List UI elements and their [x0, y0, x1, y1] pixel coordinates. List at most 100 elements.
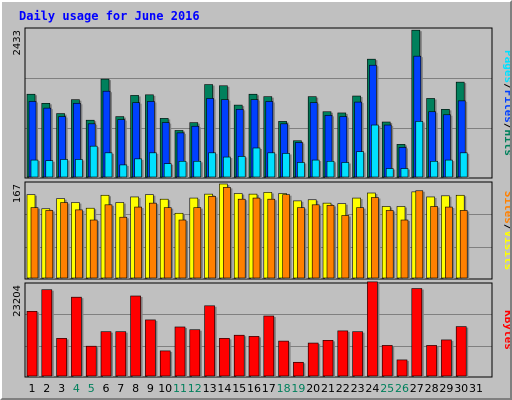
pages-bar: [371, 124, 379, 178]
pages-bar: [30, 159, 39, 178]
legend: KBytes: [502, 310, 510, 350]
day-label: 29: [439, 382, 453, 395]
sites-bar: [415, 190, 424, 279]
kbytes-bar: [307, 342, 319, 377]
y-max-label: 167: [12, 184, 23, 203]
day-label: 20: [306, 382, 320, 395]
kbytes-bar: [367, 281, 378, 377]
legend-files: Files: [502, 90, 510, 123]
day-label: 7: [117, 382, 124, 395]
legend-sep: /: [502, 224, 510, 231]
day-label: 26: [395, 382, 409, 395]
day-label: 15: [232, 382, 246, 395]
day-label: 22: [336, 382, 350, 395]
sites-bar: [326, 205, 335, 279]
pages-bar: [134, 158, 142, 178]
day-label: 14: [217, 382, 231, 395]
kbytes-bar: [219, 338, 230, 377]
sites-bar: [282, 194, 290, 279]
day-label: 1: [29, 382, 36, 395]
day-label: 13: [203, 382, 217, 395]
day-label: 18: [277, 382, 291, 395]
pages-bar: [400, 168, 409, 178]
day-label: 5: [88, 382, 95, 395]
kbytes-bar: [337, 330, 349, 377]
sites-bar: [459, 210, 468, 279]
day-label: 6: [103, 382, 110, 395]
svg-text:KBytes: KBytes: [502, 310, 510, 350]
pages-bar: [104, 152, 113, 178]
svg-text:Sites/Visits: Sites/Visits: [502, 191, 510, 271]
kbytes-bar: [352, 331, 363, 377]
sites-bar: [311, 204, 320, 279]
kbytes-bar: [174, 326, 186, 377]
kbytes-bar: [248, 336, 260, 377]
sites-bar: [193, 207, 202, 279]
pages-bar: [415, 121, 424, 178]
day-label: 24: [365, 382, 379, 395]
kbytes-bar: [233, 334, 245, 377]
pages-bar: [75, 159, 83, 178]
sites-bar: [341, 215, 350, 279]
pages-bar: [119, 164, 128, 178]
kbytes-bar: [293, 361, 304, 377]
day-label: 31: [469, 382, 483, 395]
kbytes-bar: [426, 345, 437, 377]
sites-bar: [267, 198, 276, 279]
sites-bar: [30, 207, 39, 279]
day-label: 19: [291, 382, 305, 395]
kbytes-bar: [396, 359, 408, 377]
pages-bar: [223, 156, 231, 178]
kbytes-bar: [71, 296, 82, 377]
day-label: 11: [173, 382, 187, 395]
chart-title: Daily usage for June 2016: [19, 9, 200, 23]
sites-bar: [119, 216, 128, 279]
day-label: 16: [247, 382, 261, 395]
pages-bar: [326, 160, 335, 178]
pages-bar: [356, 151, 364, 178]
sites-bar: [149, 202, 157, 279]
pages-bar: [430, 160, 438, 178]
pages-bar: [445, 159, 453, 178]
pages-bar: [149, 152, 157, 178]
sites-bar: [45, 210, 54, 279]
sites-bar: [356, 207, 364, 279]
pages-bar: [297, 162, 305, 178]
kbytes-bar: [381, 345, 393, 377]
sites-bar: [371, 197, 379, 279]
pages-bar: [89, 145, 98, 178]
legend-hits: Hits: [502, 130, 510, 157]
sites-bar: [208, 196, 216, 279]
day-label: 8: [132, 382, 139, 395]
kbytes-bar: [85, 345, 97, 377]
kbytes-bar: [204, 305, 215, 377]
pages-bar: [60, 159, 68, 178]
sites-bar: [178, 219, 187, 279]
sites-bar: [89, 219, 98, 279]
sites-bar: [385, 210, 394, 279]
legend-visits: Visits: [502, 231, 510, 271]
kbytes-bar: [441, 339, 452, 377]
sites-bar: [430, 206, 438, 279]
pages-bar: [178, 160, 187, 178]
svg-text:Pages/Files/Hits: Pages/Files/Hits: [502, 50, 510, 156]
day-label: 25: [380, 382, 394, 395]
pages-bar: [252, 147, 261, 178]
y-max-label: 23204: [12, 285, 23, 317]
pages-bar: [282, 153, 290, 178]
kbytes-bar: [26, 310, 38, 377]
day-label: 12: [188, 382, 202, 395]
sites-bar: [223, 187, 231, 279]
day-label: 17: [262, 382, 276, 395]
sites-bar: [400, 219, 409, 279]
pages-bar: [385, 168, 394, 178]
kbytes-bar: [411, 288, 423, 377]
kbytes-bar: [455, 326, 467, 377]
sites-bar: [237, 198, 246, 279]
day-label: 2: [43, 382, 50, 395]
pages-bar: [341, 162, 350, 178]
day-label: 3: [58, 382, 65, 395]
legend: Sites/Visits: [502, 191, 510, 271]
kbytes-bar: [322, 340, 334, 377]
